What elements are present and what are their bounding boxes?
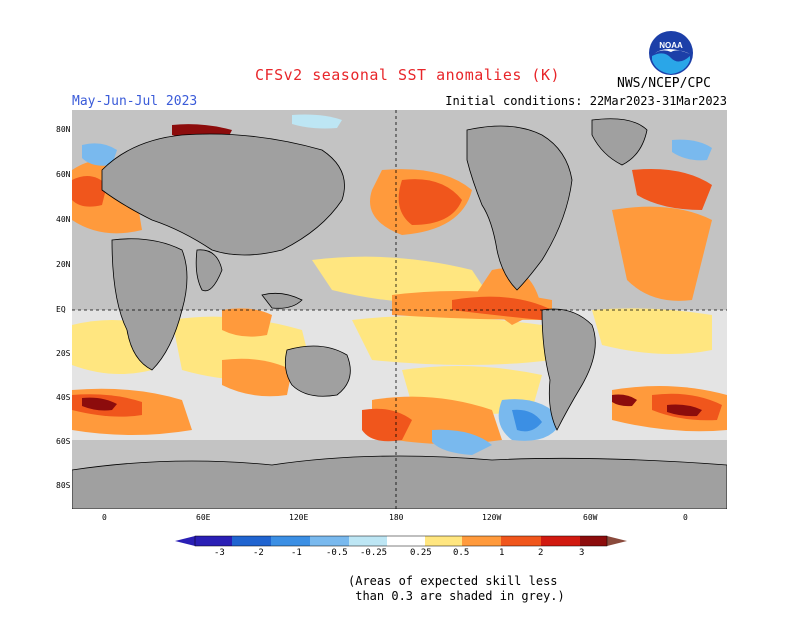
colorbar-tick: -1 (291, 548, 302, 558)
colorbar-segment (349, 536, 387, 546)
colorbar-segment (425, 536, 462, 546)
lon-label: 0 (102, 513, 107, 522)
colorbar-tick: 0.25 (410, 548, 432, 558)
svg-text:NOAA: NOAA (659, 41, 683, 50)
colorbar-tick: 3 (579, 548, 585, 558)
lat-label: 60S (56, 437, 71, 446)
colorbar (175, 535, 627, 547)
reference-lines (72, 110, 727, 509)
colorbar-segment (271, 536, 310, 546)
lon-label: 60W (583, 513, 598, 522)
colorbar-segment (462, 536, 501, 546)
noaa-logo: NOAA (649, 31, 693, 75)
lon-label: 180 (389, 513, 404, 522)
land-masses (72, 118, 727, 509)
colorbar-tick: 0.5 (453, 548, 470, 558)
colorbar-right-arrow (607, 536, 627, 546)
colorbar-tick: -2 (253, 548, 264, 558)
colorbar-tick: -0.5 (326, 548, 348, 558)
lat-label: 80S (56, 481, 71, 490)
agency-label: NWS/NCEP/CPC (617, 76, 711, 91)
colorbar-left-arrow (175, 536, 195, 546)
lon-label: 60E (196, 513, 211, 522)
lat-label: 40N (56, 215, 71, 224)
colorbar-segment (501, 536, 541, 546)
lon-label: 120W (482, 513, 502, 522)
lat-label: 20N (56, 260, 71, 269)
colorbar-tick: 2 (538, 548, 544, 558)
lat-label: 60N (56, 170, 71, 179)
lon-label: 120E (289, 513, 309, 522)
skill-footnote: (Areas of expected skill less than 0.3 a… (348, 574, 565, 603)
colorbar-tick: 1 (499, 548, 505, 558)
colorbar-segment (580, 536, 607, 546)
colorbar-segment (195, 536, 232, 546)
colorbar-segment (387, 536, 425, 546)
initial-conditions-label: Initial conditions: 22Mar2023-31Mar2023 (445, 94, 727, 108)
colorbar-tick: -0.25 (360, 548, 388, 558)
season-label: May-Jun-Jul 2023 (72, 94, 198, 109)
lat-label: 20S (56, 349, 71, 358)
lon-label: 0 (683, 513, 688, 522)
sst-anomaly-map (72, 110, 727, 509)
lat-label: 40S (56, 393, 71, 402)
map-title: CFSv2 seasonal SST anomalies (K) (255, 66, 560, 84)
colorbar-segment (541, 536, 580, 546)
colorbar-tick: -3 (214, 548, 225, 558)
colorbar-segment (310, 536, 349, 546)
lat-label: 80N (56, 125, 71, 134)
lat-label: EQ (56, 305, 66, 314)
colorbar-segment (232, 536, 271, 546)
